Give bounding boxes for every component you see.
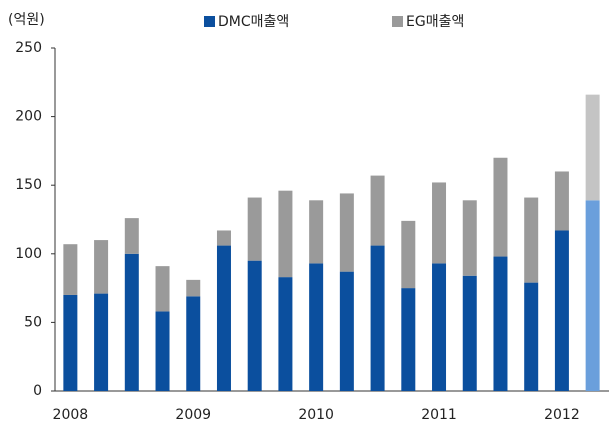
unit-label: (억원) xyxy=(8,12,45,28)
bar-segment xyxy=(370,245,385,391)
bar-segment xyxy=(247,197,262,261)
legend-label: DMC매출액 xyxy=(218,14,289,30)
bar-segment xyxy=(432,263,447,391)
y-tick-label: 100 xyxy=(15,246,42,262)
x-tick-label: 2011 xyxy=(421,407,457,423)
x-tick-label: 2012 xyxy=(544,407,580,423)
bar-segment xyxy=(524,197,539,283)
legend-label: EG매출액 xyxy=(406,14,464,30)
bar-segment xyxy=(401,220,416,289)
bar-segment xyxy=(63,294,78,391)
x-tick-label: 2008 xyxy=(53,407,89,423)
bar-segment xyxy=(585,200,600,391)
bar-segment xyxy=(124,253,139,391)
bar-segment xyxy=(216,245,231,391)
bar-segment xyxy=(309,263,324,391)
bar-segment xyxy=(339,193,354,272)
y-tick-label: 250 xyxy=(15,40,42,56)
y-tick-label: 0 xyxy=(33,383,42,399)
bar-segment xyxy=(462,200,477,276)
bar-segment xyxy=(94,240,109,294)
x-tick-label: 2010 xyxy=(298,407,334,423)
bar-segment xyxy=(401,288,416,391)
bar-segment xyxy=(124,218,139,254)
bar-segment xyxy=(216,230,231,246)
x-tick-label: 2009 xyxy=(175,407,211,423)
legend-swatch xyxy=(204,16,215,27)
bar-segment xyxy=(186,296,201,391)
legend-swatch xyxy=(392,16,403,27)
y-tick-label: 50 xyxy=(24,314,42,330)
bar-segment xyxy=(278,277,293,391)
bar-segment xyxy=(339,271,354,391)
bar-segment xyxy=(247,260,262,391)
bar-segment xyxy=(585,94,600,201)
bar-segment xyxy=(493,256,508,391)
bar-segment xyxy=(554,171,569,231)
bar-segment xyxy=(94,293,109,391)
bar-segment xyxy=(309,200,324,264)
bar-segment xyxy=(462,275,477,391)
bar-segment xyxy=(370,175,385,246)
bar-segment xyxy=(278,190,293,278)
bar-segment xyxy=(432,182,447,264)
bar-segment xyxy=(524,282,539,391)
bar-segment xyxy=(186,279,201,297)
bar-segment xyxy=(493,157,508,257)
bar-segment xyxy=(155,311,170,391)
bar-segment xyxy=(63,244,78,295)
bar-segment xyxy=(554,230,569,391)
bar-segment xyxy=(155,266,170,312)
y-tick-label: 150 xyxy=(15,177,42,193)
y-tick-label: 200 xyxy=(15,109,42,125)
